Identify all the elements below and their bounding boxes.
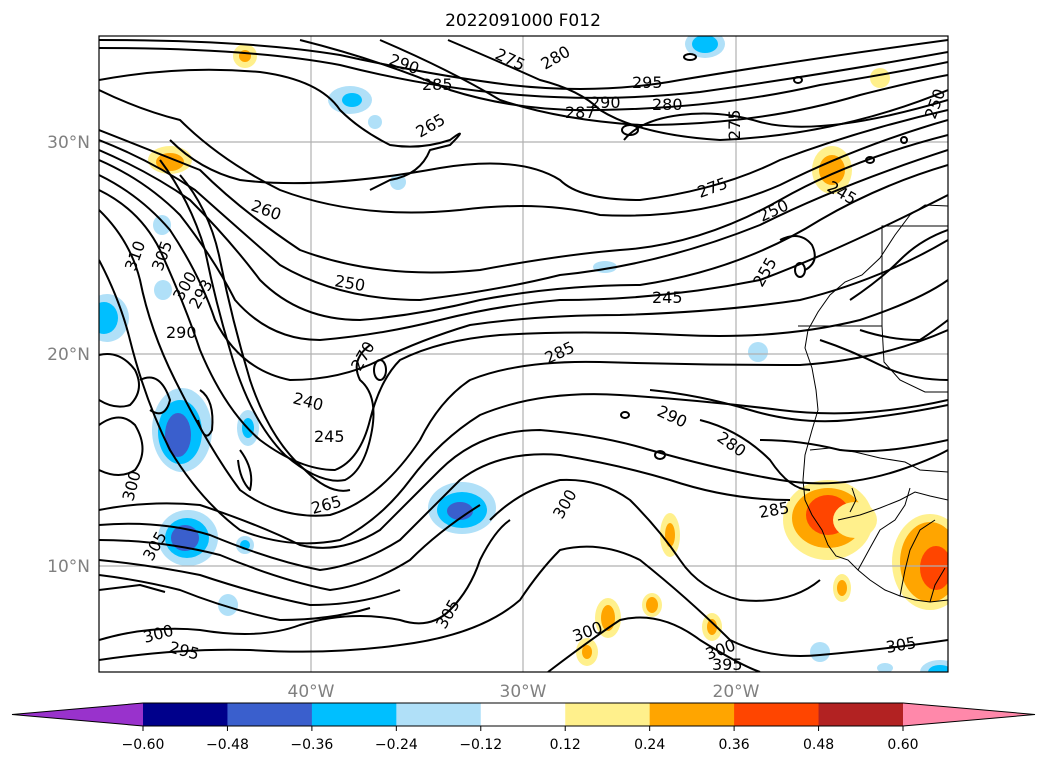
coastlines [798,204,948,603]
colorbar-tick-label: 0.48 [803,737,834,753]
colorbar-tick-label: −0.12 [459,737,502,753]
colorbar-box [311,703,397,726]
colorbar-box [649,703,735,726]
colorbar-extend-max [903,703,1035,726]
lon-label-20w: 20°W [713,682,760,702]
colorbar-tick-label: −0.60 [122,737,165,753]
positive-anomaly-patches [148,44,948,666]
colorbar-tick-label: 0.36 [719,737,750,753]
colorbar-extend-min [12,703,143,726]
lon-label-40w: 40°W [288,682,335,702]
colorbar-tick-label: 0.24 [634,737,665,753]
colorbar-box [480,703,566,726]
colorbar: −0.60 −0.48 −0.36 −0.24 −0.12 0.12 0.24 0.36 0.4… [11,702,1036,753]
contour-label: 245 [314,427,345,446]
longitude-labels: 40°W 30°W 20°W [288,682,760,702]
contour-label: 290 [166,323,197,342]
figure-title: 2022091000 F012 [445,11,601,31]
contour-label: 290 [590,93,621,112]
colorbar-box [143,703,228,726]
contour-label: 275 [725,109,744,140]
map-area: 290 275 280 285 295 290 280 287 265 275 … [99,36,948,674]
lon-label-30w: 30°W [500,682,547,702]
lat-label-20n: 20°N [47,345,90,365]
contour-label: 245 [652,288,683,307]
colorbar-box [734,703,820,726]
colorbar-tick-label: −0.36 [290,737,333,753]
lat-label-30n: 30°N [47,133,90,153]
map-frame [98,35,949,673]
colorbar-box [565,703,651,726]
lat-label-10n: 10°N [47,557,90,577]
colorbar-box [227,703,313,726]
contour-lines [99,39,948,672]
contour-label: 280 [652,95,683,114]
colorbar-tick-label: 0.60 [887,737,918,753]
contour-label: 395 [712,655,743,674]
contour-label: 285 [422,75,453,94]
contour-label: 295 [632,73,663,92]
colorbar-box [818,703,904,726]
colorbar-box [396,703,482,726]
contour-label: 287 [565,103,596,122]
latitude-labels: 30°N 20°N 10°N [47,133,90,577]
colorbar-tick-label: −0.48 [206,737,249,753]
colorbar-tick-label: −0.24 [375,737,418,753]
colorbar-tick-label: 0.12 [550,737,581,753]
